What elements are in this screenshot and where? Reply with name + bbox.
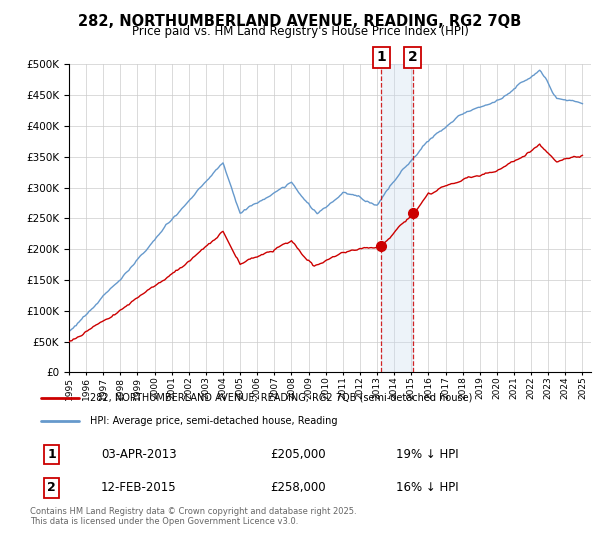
Text: 12-FEB-2015: 12-FEB-2015 bbox=[101, 482, 176, 494]
Text: 282, NORTHUMBERLAND AVENUE, READING, RG2 7QB: 282, NORTHUMBERLAND AVENUE, READING, RG2… bbox=[79, 14, 521, 29]
Text: HPI: Average price, semi-detached house, Reading: HPI: Average price, semi-detached house,… bbox=[90, 417, 338, 426]
Text: 1: 1 bbox=[47, 448, 56, 461]
Text: 282, NORTHUMBERLAND AVENUE, READING, RG2 7QB (semi-detached house): 282, NORTHUMBERLAND AVENUE, READING, RG2… bbox=[90, 393, 472, 403]
Text: Price paid vs. HM Land Registry's House Price Index (HPI): Price paid vs. HM Land Registry's House … bbox=[131, 25, 469, 38]
Text: Contains HM Land Registry data © Crown copyright and database right 2025.
This d: Contains HM Land Registry data © Crown c… bbox=[30, 507, 356, 526]
Text: £205,000: £205,000 bbox=[270, 448, 326, 461]
Text: 19% ↓ HPI: 19% ↓ HPI bbox=[396, 448, 458, 461]
Text: £258,000: £258,000 bbox=[270, 482, 326, 494]
Text: 16% ↓ HPI: 16% ↓ HPI bbox=[396, 482, 458, 494]
Text: 1: 1 bbox=[376, 50, 386, 64]
Text: 2: 2 bbox=[47, 482, 56, 494]
Bar bbox=[382, 64, 413, 372]
Text: 2: 2 bbox=[408, 50, 418, 64]
Text: 03-APR-2013: 03-APR-2013 bbox=[101, 448, 176, 461]
